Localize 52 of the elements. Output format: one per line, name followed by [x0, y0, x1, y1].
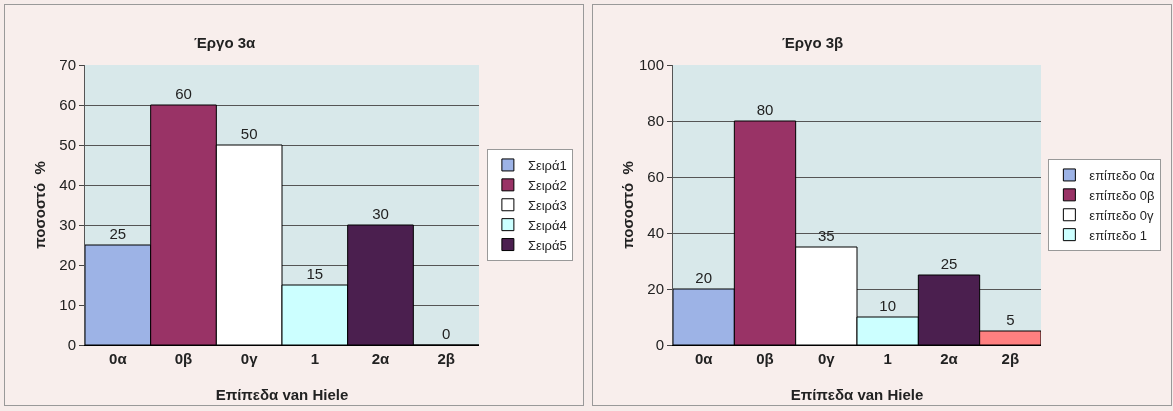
y-tick-label: 60: [647, 168, 664, 186]
chart-title: Έργο 3α: [193, 33, 257, 51]
data-label: 30: [372, 205, 389, 222]
legend-label: επίπεδο 1: [1089, 227, 1148, 243]
legend-label: Σειρά2: [527, 177, 567, 193]
data-label: 25: [940, 255, 958, 272]
y-tick-label: 70: [59, 56, 76, 74]
x-axis-title: Επίπεδα van Hiele: [215, 386, 349, 403]
x-tick-label: 2α: [940, 350, 959, 367]
data-label: 15: [306, 265, 324, 282]
y-tick-label: 40: [59, 176, 76, 194]
legend-label: Σειρά1: [527, 158, 567, 174]
y-tick-label: 50: [59, 136, 76, 154]
data-label: 80: [756, 101, 774, 118]
data-label: 0: [441, 325, 451, 342]
legend-label: Σειρά4: [527, 217, 567, 233]
legend-label: Σειρά5: [527, 237, 567, 253]
data-label: 60: [175, 85, 192, 102]
legend-label: επίπεδο 0β: [1089, 187, 1155, 203]
y-tick-label: 20: [647, 280, 664, 298]
x-tick-label: 0β: [174, 350, 193, 367]
x-tick-label: 2β: [437, 350, 455, 367]
y-axis-title: ποσοστό %: [31, 161, 48, 249]
x-tick-label: 0β: [756, 350, 774, 367]
y-tick-label: 80: [647, 112, 664, 130]
x-tick-label: 1: [883, 350, 892, 367]
x-tick-label: 1: [310, 350, 319, 367]
legend-label: Σειρά3: [527, 197, 567, 213]
x-tick-label: 0γ: [240, 350, 259, 367]
x-tick-label: 0α: [109, 350, 128, 367]
data-label: 20: [695, 269, 713, 286]
data-label: 25: [109, 225, 127, 242]
y-tick-label: 40: [647, 224, 664, 242]
x-tick-label: 2β: [1001, 350, 1020, 367]
y-tick-label: 10: [59, 296, 76, 314]
y-tick-label: 60: [59, 96, 76, 114]
x-tick-label: 0α: [694, 350, 714, 367]
chart-title: Έργο 3β: [782, 33, 844, 51]
data-label: 10: [879, 297, 897, 314]
data-label: 5: [1006, 311, 1015, 328]
x-axis-title: Επίπεδα van Hiele: [790, 386, 924, 403]
legend-label: επίπεδο 0γ: [1089, 207, 1155, 223]
y-tick-label: 0: [67, 336, 76, 354]
y-tick-label: 100: [638, 56, 664, 74]
x-tick-label: 2α: [371, 350, 391, 367]
y-axis-title: ποσοστό %: [619, 161, 636, 249]
x-tick-label: 0γ: [817, 350, 836, 367]
y-tick-label: 20: [59, 256, 76, 274]
legend-label: επίπεδο 0α: [1089, 168, 1156, 184]
y-tick-label: 0: [655, 336, 664, 354]
y-tick-label: 30: [59, 216, 76, 234]
data-label: 50: [240, 125, 258, 142]
